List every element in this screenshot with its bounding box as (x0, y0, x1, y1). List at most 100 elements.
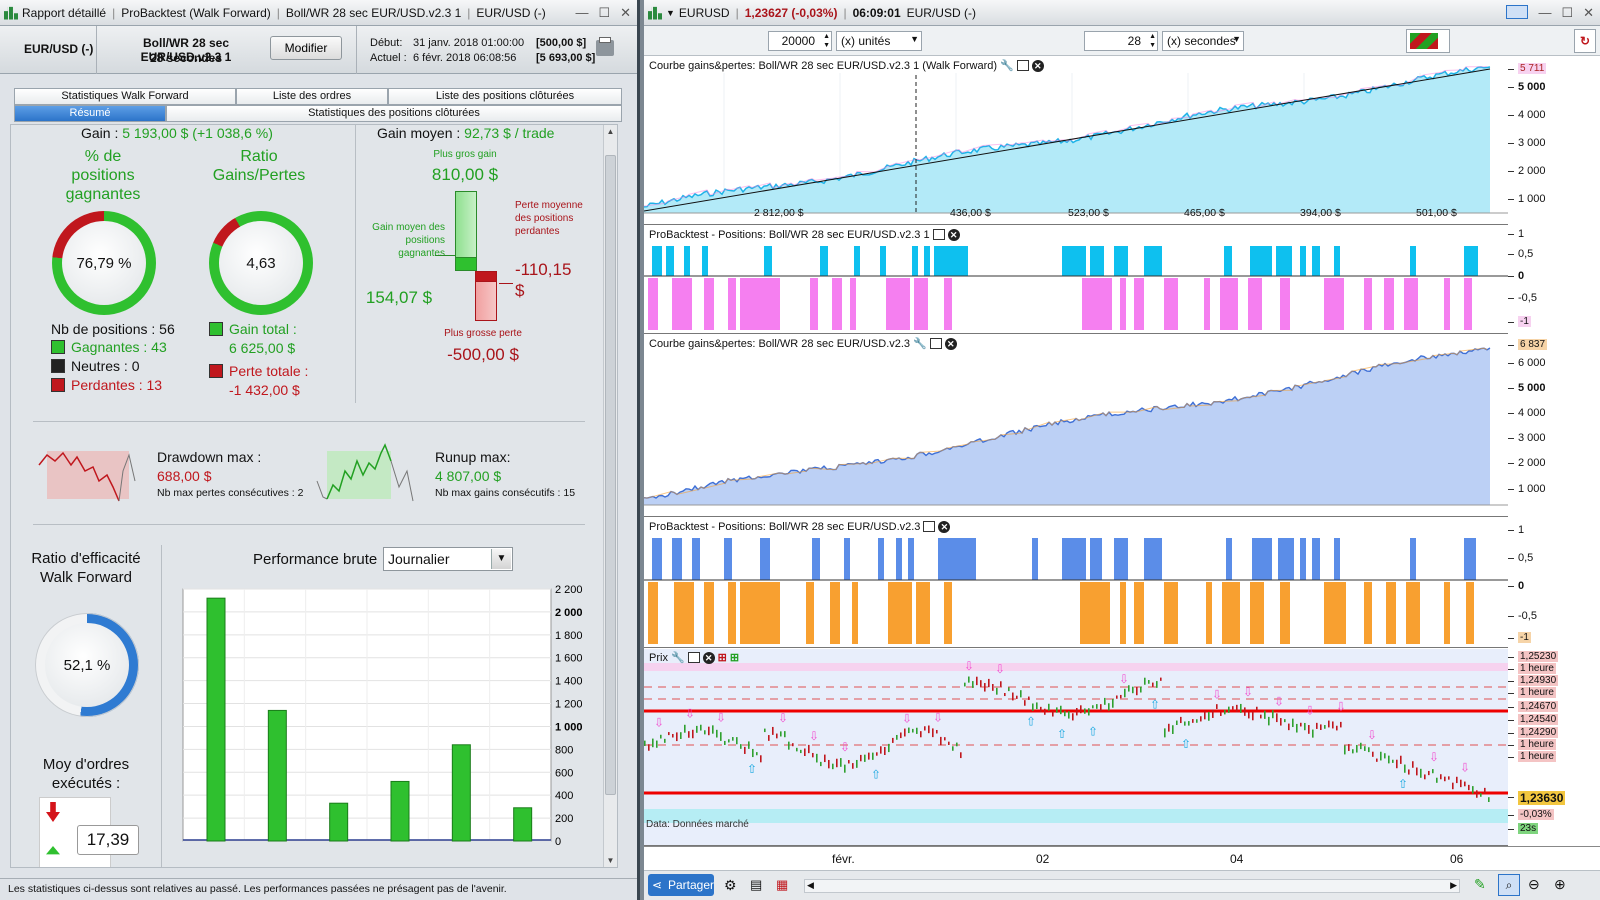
short-position-bar (1324, 582, 1346, 644)
pane-maximize-icon[interactable] (923, 521, 936, 532)
price-candle (1452, 782, 1454, 790)
price-candle (1044, 708, 1046, 715)
print-icon[interactable] (596, 37, 614, 56)
price-candle (1472, 786, 1474, 794)
spin-icon[interactable]: ▲ ▼ (823, 33, 830, 49)
pane-close-icon[interactable]: ✕ (944, 337, 957, 350)
add-indicator-icon[interactable]: ⊞ (717, 652, 727, 664)
modify-button[interactable]: Modifier (270, 36, 342, 60)
price-candle (1056, 707, 1058, 713)
price-candle (976, 676, 978, 686)
long-position-bar (652, 246, 662, 276)
time-scrollbar[interactable]: ◀ ▶ (804, 879, 1460, 893)
close-icon[interactable]: ✕ (1583, 5, 1594, 20)
price-candle (944, 737, 946, 741)
zoom-out-icon[interactable]: ⊖ (1528, 876, 1540, 892)
avg-losing-value: -110,15 $ (515, 260, 572, 300)
chart-type-icon[interactable] (1406, 29, 1450, 53)
draw-tool-icon[interactable]: ✎ (1474, 876, 1486, 892)
pane-close-icon[interactable]: ✕ (702, 651, 715, 664)
neutral-count: Neutres : 0 (71, 358, 140, 374)
perf-period-select[interactable]: Journalier ▼ (383, 547, 513, 571)
pane-close-icon[interactable]: ✕ (1031, 59, 1044, 72)
chevron-down-icon[interactable]: ▼ (1232, 34, 1241, 44)
short-position-bar (852, 582, 858, 644)
timeframe-unit-select[interactable]: (x) secondes ▼ (1162, 31, 1244, 51)
axis-tick-label: 0,5 (1507, 248, 1534, 260)
tab-statistiques-positions-cloturees[interactable]: Statistiques des positions clôturées (166, 105, 622, 122)
chevron-down-icon[interactable]: ▼ (491, 549, 511, 569)
short-position-bar (1466, 582, 1474, 644)
wf-period-label: 523,00 $ (1068, 207, 1109, 219)
layout-icon[interactable] (1506, 5, 1529, 19)
price-candle (1180, 716, 1182, 724)
sell-arrow-icon: ⇩ (1119, 672, 1129, 686)
tab-liste-positions-cloturees[interactable]: Liste des positions clôturées (388, 88, 622, 105)
zoom-box-icon[interactable]: ⌕ (1498, 874, 1520, 896)
price-candle (1216, 704, 1218, 709)
pane-maximize-icon[interactable] (929, 338, 942, 349)
qty-input[interactable]: 20000 ▲ ▼ (768, 31, 832, 51)
close-icon[interactable]: ✕ (620, 5, 631, 20)
buy-arrow-icon: ⇧ (1398, 777, 1408, 791)
price-candle (680, 732, 682, 739)
runup-value: 4 807,00 $ (435, 468, 502, 484)
minimize-icon[interactable]: — (575, 5, 589, 20)
pane-close-icon[interactable]: ✕ (938, 520, 951, 533)
price-candle (1368, 747, 1370, 753)
report-window: Rapport détaillé | ProBacktest (Walk Forw… (0, 0, 640, 900)
wf-positions-title: ProBacktest - Positions: Boll/WR 28 sec … (649, 228, 930, 241)
price-candle (1412, 761, 1414, 768)
price-candle (1120, 694, 1122, 699)
wrench-icon[interactable]: 🔧 (913, 338, 927, 350)
symbol-dropdown-icon[interactable]: ▼ (666, 7, 675, 18)
price-candle (696, 725, 698, 733)
share-button[interactable]: ⋖ Partager (648, 874, 714, 896)
pane-maximize-icon[interactable] (1016, 60, 1029, 71)
maximize-icon[interactable]: ☐ (1561, 5, 1574, 20)
qty-unit-select[interactable]: (x) unités ▼ (836, 31, 922, 51)
last-price: 1,23627 (-0,03%) (744, 5, 838, 20)
spin-icon[interactable]: ▲ ▼ (1149, 33, 1156, 49)
strategy-title: Boll/WR 28 sec EUR/USD.v2.3 1 (285, 5, 462, 20)
pane-close-icon[interactable]: ✕ (947, 228, 960, 241)
refresh-icon[interactable]: ↻ (1574, 29, 1596, 53)
summary-scrollbar[interactable]: ▲ ▼ (603, 125, 617, 867)
pane-maximize-icon[interactable] (932, 229, 945, 240)
minimize-icon[interactable]: — (1538, 5, 1552, 20)
list-icon[interactable]: ▤ (750, 877, 763, 892)
wrench-icon[interactable]: 🔧 (1000, 60, 1014, 72)
disclaimer-text: Les statistiques ci-dessus sont relative… (0, 878, 637, 900)
zoom-in-icon[interactable]: ⊕ (1554, 876, 1566, 892)
summary-panel: ▲ ▼ Gain : 5 193,00 $ (+1 038,6 %) % de … (10, 124, 618, 868)
price-candle (692, 729, 694, 739)
equity-pane: Courbe gains&pertes: Boll/WR 28 sec EUR/… (644, 335, 1508, 517)
pane-maximize-icon[interactable] (687, 652, 700, 663)
maximize-icon[interactable]: ☐ (598, 5, 611, 20)
timeframe-input[interactable]: 28 ▲ ▼ (1084, 31, 1158, 51)
short-position-bar (944, 278, 952, 330)
scroll-right-icon[interactable]: ▶ (1450, 880, 1457, 890)
perf-bar (329, 802, 349, 842)
price-candle (1008, 687, 1010, 692)
tab-resume[interactable]: Résumé (14, 105, 166, 122)
add-order-icon[interactable]: ⊞ (729, 652, 740, 664)
long-position-bar (1250, 246, 1272, 276)
link-icon[interactable]: ⚙ (724, 877, 737, 893)
tab-statistiques-walk-forward[interactable]: Statistiques Walk Forward (14, 88, 236, 105)
chevron-down-icon[interactable]: ▼ (910, 34, 919, 44)
wf-period-labels: 2 812,00 $ 436,00 $ 523,00 $ 465,00 $ 394,00… (644, 207, 1508, 221)
axis-tick-label: 1 (1507, 524, 1525, 536)
price-candle (916, 727, 918, 734)
price-candle (1096, 704, 1098, 709)
axis-tick-label: 5 000 (1508, 81, 1546, 93)
positions-title: ProBacktest - Positions: Boll/WR 28 sec … (649, 520, 921, 533)
runup-label: Runup max: (435, 449, 511, 465)
long-position-bar (934, 246, 968, 276)
positions-chart (644, 538, 1508, 644)
grid-icon[interactable]: ▦ (776, 877, 789, 892)
wrench-icon[interactable]: 🔧 (670, 652, 685, 664)
price-candle (964, 682, 966, 687)
scroll-left-icon[interactable]: ◀ (807, 880, 814, 890)
tab-liste-ordres[interactable]: Liste des ordres (236, 88, 388, 105)
